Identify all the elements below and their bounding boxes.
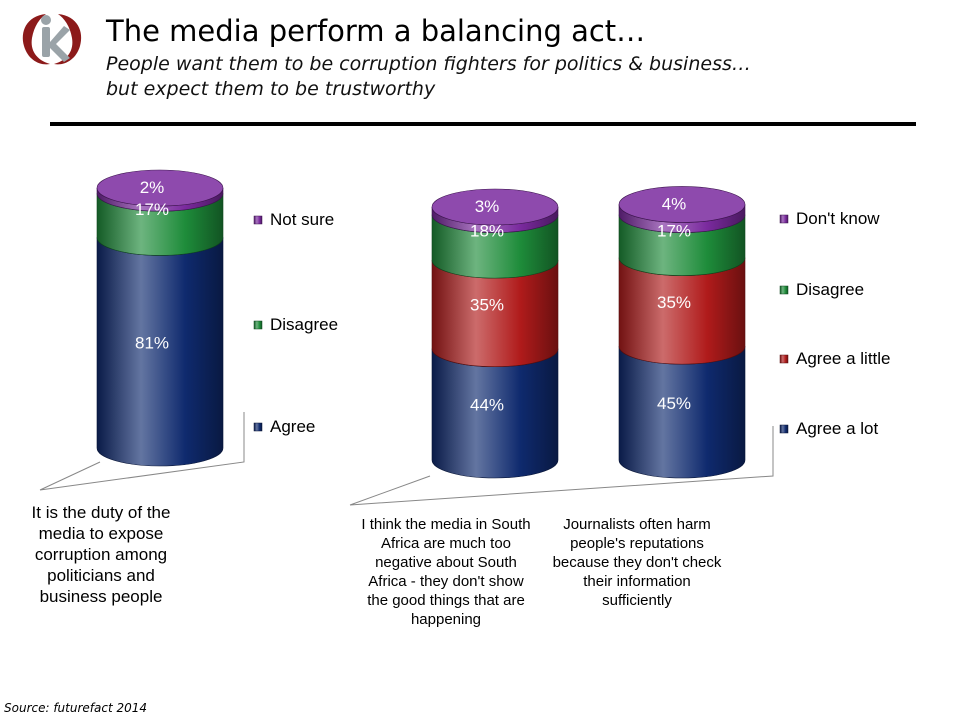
chart2-legend-label-agree-a-little: Agree a little [796,349,891,368]
category-label-harm-reputations: Journalists often harm people's reputati… [552,516,722,609]
chart2-legend-marker-agree-a-little [779,354,789,364]
chart2-bar-1-cylinder: 45% 35% 17% 4% [618,186,746,479]
chart1-legend-label-not-sure: Not sure [270,210,334,229]
chart1-bar-0-cylinder: 81% 17% 2% [96,169,224,467]
chart2-bar-1-data-label-1: 35% [657,293,691,312]
chart2-legend-label-agree-a-lot: Agree a lot [796,419,878,438]
chart2-bar-0-data-label-0: 44% [470,395,504,414]
chart1-legend-label-disagree: Disagree [270,315,338,334]
chart1-bar-0-cap [96,169,224,207]
chart2-bar-0-data-label-1: 35% [470,295,504,314]
page-subtitle: People want them to be corruption fighte… [106,52,751,102]
chart1-legend-marker-agree [253,422,263,432]
subtitle-line-2: but expect them to be trustworthy [106,78,436,100]
source-note: Source: futurefact 2014 [4,701,148,715]
chart2-legend-marker-agree-a-lot [779,424,789,434]
chart1-bar-0-data-label-1: 17% [135,200,169,219]
chart2-bar-1-data-label-3: 4% [662,194,687,213]
chart2-bar-0-cap [431,188,559,226]
subtitle-line-1: People want them to be corruption fighte… [106,53,751,75]
chart2-legend-label-disagree: Disagree [796,280,864,299]
chart2-bar-0-cylinder: 44% 35% 18% 3% [431,188,559,479]
category-label-too-negative: I think the media in South Africa are mu… [361,516,531,628]
title-divider [50,122,916,126]
futurefact-logo-icon [22,14,82,65]
chart2-legend-marker-disagree [779,285,789,295]
chart2-bar-0-data-label-3: 3% [475,197,500,216]
chart1-bar-0-data-label-0: 81% [135,334,169,353]
floor-outline-left [39,412,245,491]
chart1-legend-marker-disagree [253,320,263,330]
chart2-legend-marker-don-t-know [779,214,789,224]
chart2-bar-1-data-label-2: 17% [657,222,691,241]
chart1-bar-0-data-label-2: 2% [140,178,165,197]
category-label-duty: It is the duty of the media to expose co… [31,503,171,606]
chart1-legend-marker-not-sure [253,215,263,225]
page-title: The media perform a balancing act… [106,14,646,48]
floor-outline-right [349,426,774,506]
chart2-bar-1-data-label-0: 45% [657,394,691,413]
chart2-legend-label-don-t-know: Don't know [796,209,880,228]
chart2-bar-1-cap [618,186,746,223]
chart1-legend-label-agree: Agree [270,417,315,436]
chart2-bar-0-data-label-2: 18% [470,222,504,241]
